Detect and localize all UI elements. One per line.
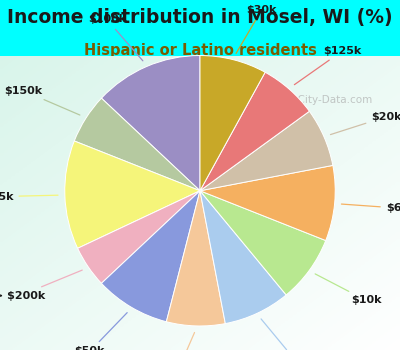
Wedge shape (78, 191, 200, 283)
Text: > $200k: > $200k (0, 270, 82, 301)
Wedge shape (200, 191, 286, 324)
Text: Hispanic or Latino residents: Hispanic or Latino residents (84, 43, 316, 58)
Text: Income distribution in Mosel, WI (%): Income distribution in Mosel, WI (%) (7, 8, 393, 27)
Text: $100k: $100k (88, 14, 143, 61)
Text: $50k: $50k (75, 313, 127, 350)
Wedge shape (65, 141, 200, 248)
Text: $125k: $125k (294, 46, 362, 85)
Text: $150k: $150k (4, 86, 80, 115)
Wedge shape (166, 191, 225, 326)
Wedge shape (102, 191, 200, 322)
Text: $40k: $40k (261, 319, 310, 350)
Text: $10k: $10k (315, 274, 382, 306)
Text: $75k: $75k (0, 191, 58, 202)
Text: ⓘ City-Data.com: ⓘ City-Data.com (288, 95, 372, 105)
Wedge shape (74, 98, 200, 191)
Text: $60k: $60k (342, 203, 400, 213)
Text: $30k: $30k (236, 5, 277, 54)
Wedge shape (200, 166, 335, 240)
Wedge shape (200, 56, 265, 191)
Wedge shape (102, 56, 200, 191)
Wedge shape (200, 191, 326, 295)
Text: $200k: $200k (156, 332, 194, 350)
Wedge shape (200, 111, 333, 191)
Wedge shape (200, 72, 310, 191)
Text: $20k: $20k (330, 112, 400, 135)
